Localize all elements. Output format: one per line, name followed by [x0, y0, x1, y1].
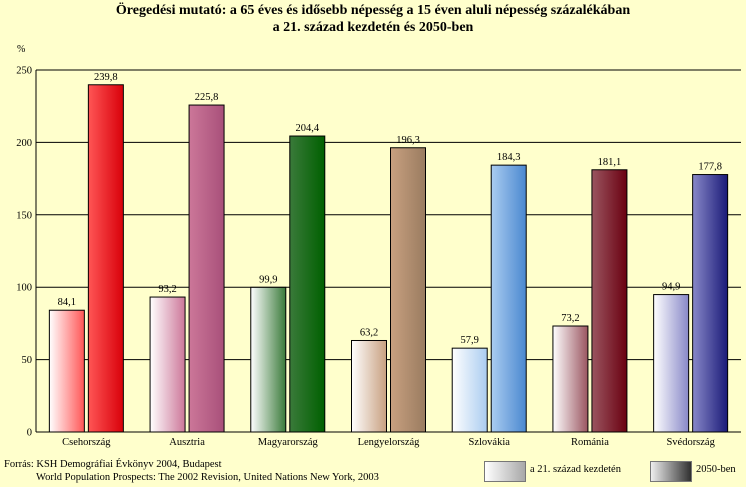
x-tick-label: Svédország — [666, 437, 715, 448]
source-line2: World Population Prospects: The 2002 Rev… — [36, 472, 379, 483]
data-label: 99,9 — [259, 274, 277, 285]
bar-start — [653, 294, 690, 433]
x-tick-label: Ausztria — [169, 437, 205, 448]
chart-title: Öregedési mutató: a 65 éves és idősebb n… — [0, 2, 746, 36]
data-label: 184,3 — [497, 152, 521, 163]
bar-end — [188, 104, 225, 433]
bar-start — [250, 286, 287, 433]
chart-title-line2: a 21. század kezdetén és 2050-ben — [272, 20, 474, 35]
bar-end — [591, 169, 628, 433]
x-tick-label: Magyarország — [258, 437, 319, 448]
x-tick-label: Szlovákia — [469, 437, 511, 448]
source-line1: Forrás: KSH Demográfiai Évkönyv 2004, Bu… — [4, 459, 222, 470]
legend-label-start: a 21. század kezdetén — [530, 464, 621, 475]
bar-end — [87, 84, 124, 433]
x-tick-label: Csehország — [62, 437, 111, 448]
y-axis-unit-label: % — [17, 44, 26, 55]
y-tick-label: 50 — [22, 355, 33, 366]
x-tick-label: Románia — [571, 437, 609, 448]
bar-start — [351, 339, 387, 433]
data-label: 177,8 — [698, 162, 722, 173]
bar-start — [552, 325, 589, 433]
bar-start — [149, 296, 186, 433]
y-tick-label: 0 — [27, 428, 32, 439]
source-note: Forrás: KSH Demográfiai Évkönyv 2004, Bu… — [4, 458, 379, 484]
data-label: 73,2 — [561, 313, 579, 324]
bar-end — [490, 164, 527, 433]
data-label: 181,1 — [598, 157, 622, 168]
data-label: 204,4 — [295, 123, 319, 134]
data-label: 196,3 — [396, 135, 420, 146]
data-label: 84,1 — [58, 297, 76, 308]
bar-end — [692, 174, 729, 433]
data-label: 239,8 — [94, 72, 118, 83]
bar-start — [451, 347, 488, 433]
x-tick-label: Lengyelország — [358, 437, 421, 448]
data-label: 63,2 — [360, 327, 378, 338]
bar-end — [289, 135, 326, 433]
legend-label-end: 2050-ben — [696, 464, 736, 475]
data-label: 93,2 — [158, 284, 176, 295]
y-tick-label: 200 — [16, 138, 32, 149]
data-label: 225,8 — [195, 92, 219, 103]
y-tick-label: 250 — [16, 66, 32, 77]
bar-start — [48, 309, 85, 433]
chart-title-line1: Öregedési mutató: a 65 éves és idősebb n… — [115, 3, 631, 18]
y-tick-label: 150 — [16, 210, 32, 221]
legend-swatch-start — [484, 461, 526, 482]
legend-swatch-end — [650, 461, 692, 482]
bar-end — [390, 147, 426, 433]
y-tick-label: 100 — [16, 283, 32, 294]
data-label: 57,9 — [461, 335, 479, 346]
data-label: 94,9 — [662, 282, 680, 293]
